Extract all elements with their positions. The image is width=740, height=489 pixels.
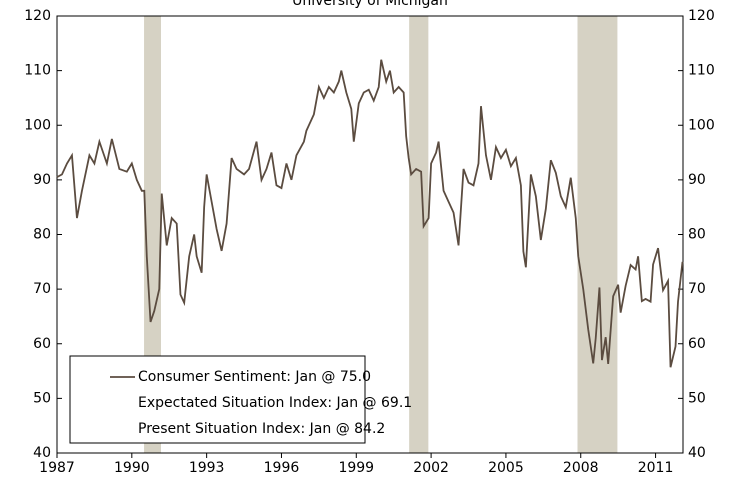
y-tick-label: 110 (24, 63, 51, 79)
y-tick-label: 70 (33, 281, 51, 297)
x-tick-label: 1996 (264, 460, 300, 476)
y2-tick-label: 60 (688, 336, 706, 352)
recession-band (409, 16, 429, 453)
x-tick-label: 2011 (638, 460, 674, 476)
y-tick-label: 80 (33, 227, 51, 243)
y-tick-label: 120 (24, 8, 51, 24)
legend-box (69, 355, 366, 444)
chart-title: University of Michigan (292, 0, 448, 9)
y2-tick-label: 110 (688, 63, 715, 79)
x-tick-label: 2002 (413, 460, 449, 476)
y-tick-label: 100 (24, 117, 51, 133)
y-tick-label: 90 (33, 172, 51, 188)
y2-tick-label: 80 (688, 227, 706, 243)
x-tick-label: 2008 (563, 460, 599, 476)
legend-label: Consumer Sentiment: Jan @ 75.0 (138, 369, 371, 385)
x-tick-label: 1999 (338, 460, 374, 476)
x-tick-label: 1990 (114, 460, 150, 476)
legend-note: Present Situation Index: Jan @ 84.2 (138, 421, 385, 437)
y2-tick-label: 70 (688, 281, 706, 297)
recession-band (577, 16, 618, 453)
x-tick-label: 1993 (189, 460, 225, 476)
series-line (56, 59, 684, 368)
legend-note: Expectated Situation Index: Jan @ 69.1 (138, 395, 412, 411)
y2-tick-label: 100 (688, 117, 715, 133)
y2-tick-label: 120 (688, 8, 715, 24)
recession-band (144, 16, 162, 453)
y-tick-label: 40 (33, 445, 51, 461)
x-tick-label: 1987 (39, 460, 75, 476)
y-tick-label: 50 (33, 390, 51, 406)
legend: Consumer Sentiment: Jan @ 75.0 Expectated… (69, 355, 412, 444)
y2-tick-label: 50 (688, 390, 706, 406)
x-tick-label: 2005 (488, 460, 524, 476)
y-tick-label: 60 (33, 336, 51, 352)
y2-tick-label: 40 (688, 445, 706, 461)
y2-tick-label: 90 (688, 172, 706, 188)
